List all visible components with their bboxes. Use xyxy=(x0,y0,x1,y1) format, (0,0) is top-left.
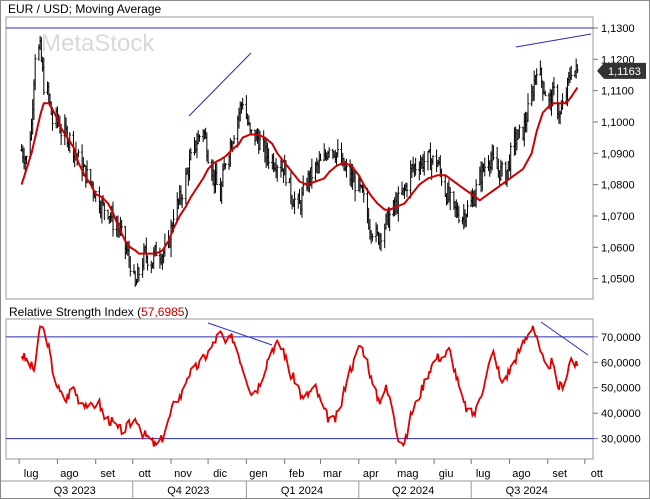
x-tick-label: giu xyxy=(439,468,454,480)
x-tick-label: lug xyxy=(24,468,39,480)
y-tick-label: 60,0000 xyxy=(601,357,641,369)
quarter-label: Q3 2024 xyxy=(506,485,548,497)
y-tick-label: 30,0000 xyxy=(601,434,641,446)
x-tick-label: nov xyxy=(174,468,192,480)
grid-lines xyxy=(1,27,650,498)
x-axis: lug ago set ott nov dic gen feb mar apr mag giu lug a… xyxy=(24,468,603,497)
rsi-panel xyxy=(5,318,594,460)
x-tick-label: ott xyxy=(591,468,603,480)
trend-line[interactable] xyxy=(540,321,589,356)
moving-average-line xyxy=(20,86,579,255)
trend-line[interactable] xyxy=(515,33,592,48)
rsi-line xyxy=(20,325,579,448)
y-tick-label: 1,1300 xyxy=(601,23,635,35)
x-tick-label: mar xyxy=(323,468,342,480)
y-tick-label: 50,0000 xyxy=(601,383,641,395)
y-tick-label: 1,0600 xyxy=(601,242,635,254)
x-tick-label: mag xyxy=(397,468,418,480)
y-axis: 1,13001,12001,11001,10001,09001,08001,07… xyxy=(601,23,641,446)
x-tick-label: set xyxy=(100,468,115,480)
trend-line[interactable] xyxy=(207,322,273,346)
y-tick-label: 1,0700 xyxy=(601,211,635,223)
watermark: MetaStock xyxy=(41,30,155,57)
trend-line[interactable] xyxy=(188,52,252,117)
y-tick-label: 1,0500 xyxy=(601,274,635,286)
x-tick-label: apr xyxy=(363,468,379,480)
y-tick-label: 1,0900 xyxy=(601,148,635,160)
rsi-series xyxy=(20,325,579,448)
quarter-label: Q1 2024 xyxy=(281,485,323,497)
y-tick-label: 1,0800 xyxy=(601,180,635,192)
price-series xyxy=(20,35,579,287)
x-tick-label: dic xyxy=(213,468,228,480)
x-tick-label: lug xyxy=(476,468,491,480)
quarter-label: Q2 2024 xyxy=(392,485,434,497)
quarter-label: Q3 2023 xyxy=(54,485,96,497)
x-tick-label: ago xyxy=(512,468,530,480)
x-tick-label: gen xyxy=(249,468,267,480)
last-price-label: 1,1163 xyxy=(608,66,641,78)
rsi-title-text: Relative Strength Index xyxy=(9,305,134,319)
y-tick-label: 40,0000 xyxy=(601,408,641,420)
x-tick-label: ott xyxy=(139,468,151,480)
x-tick-label: set xyxy=(552,468,567,480)
price-panel xyxy=(5,16,594,300)
rsi-title: Relative Strength Index (57,6985) xyxy=(9,305,188,319)
rsi-current-value: 57,6985 xyxy=(141,305,185,319)
x-tick-label: ago xyxy=(60,468,78,480)
y-tick-label: 70,0000 xyxy=(601,332,641,344)
last-price-tag: 1,1163 xyxy=(597,62,646,79)
x-tick-label: feb xyxy=(289,468,304,480)
chart-title: EUR / USD; Moving Average xyxy=(8,2,162,16)
quarter-label: Q4 2023 xyxy=(167,485,209,497)
y-tick-label: 1,1100 xyxy=(601,86,634,98)
y-tick-label: 1,1000 xyxy=(601,117,635,129)
